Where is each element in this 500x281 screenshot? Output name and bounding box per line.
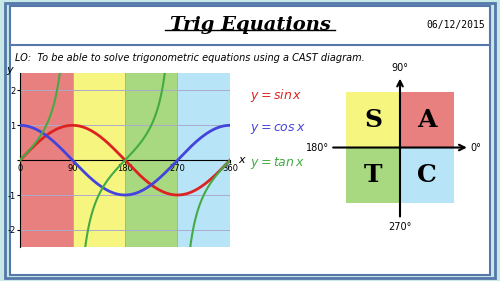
Text: 90°: 90° [392,63,408,73]
Text: T: T [364,163,382,187]
FancyBboxPatch shape [10,6,490,45]
Bar [400,148,454,203]
Text: 270°: 270° [388,222,411,232]
Text: A: A [417,108,436,132]
Bar [346,148,400,203]
Bar [178,73,230,247]
Bar [20,73,72,247]
Bar [346,92,400,148]
Text: $y = tan\,x$: $y = tan\,x$ [250,155,305,171]
Text: S: S [364,108,382,132]
Text: Trig Equations: Trig Equations [170,16,330,34]
Text: y: y [6,65,13,75]
Text: LO:  To be able to solve trigonometric equations using a CAST diagram.: LO: To be able to solve trigonometric eq… [15,53,365,63]
Text: x: x [239,155,246,165]
Text: 0°: 0° [470,142,482,153]
Text: 180°: 180° [306,142,330,153]
Bar [125,73,178,247]
Text: C: C [417,163,436,187]
Text: 06/12/2015: 06/12/2015 [426,20,485,30]
Text: $y = sin\,x$: $y = sin\,x$ [250,87,302,104]
FancyBboxPatch shape [10,6,490,275]
Bar [72,73,125,247]
Bar [400,92,454,148]
Text: $y = cos\,x$: $y = cos\,x$ [250,122,306,136]
